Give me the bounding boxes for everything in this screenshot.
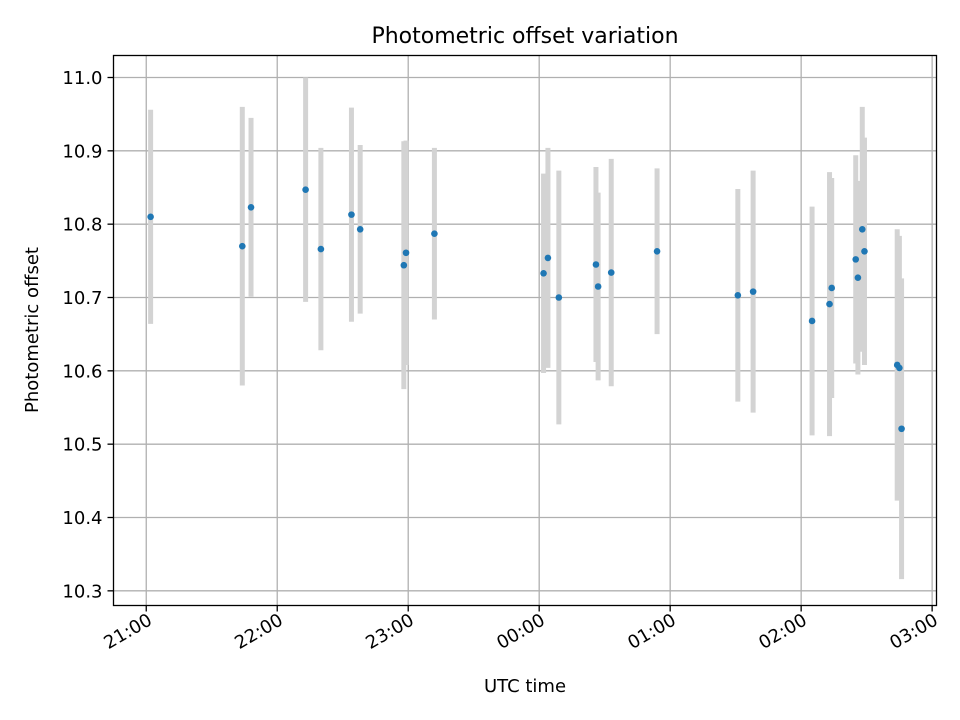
- data-point: [852, 256, 860, 263]
- data-point: [861, 248, 868, 255]
- data-point: [594, 283, 602, 290]
- data-point: [540, 270, 547, 277]
- x-tick-label: 22:00: [231, 610, 286, 654]
- y-tick-label: 10.9: [62, 141, 102, 162]
- data-point: [317, 245, 325, 253]
- data-point: [854, 274, 862, 282]
- y-tick-label: 10.6: [62, 361, 102, 382]
- data-point: [348, 211, 355, 218]
- chart-title: Photometric offset variation: [371, 24, 678, 49]
- y-axis-label: Photometric offset: [22, 247, 43, 413]
- x-axis-label: UTC time: [484, 676, 566, 697]
- y-tick-label: 10.8: [62, 215, 102, 236]
- data-point: [734, 292, 742, 299]
- data-point: [247, 204, 255, 211]
- data-point: [607, 269, 615, 276]
- x-tick-label: 23:00: [362, 610, 417, 654]
- x-tick-label: 00:00: [493, 610, 548, 654]
- x-tick-label: 03:00: [886, 610, 941, 654]
- y-tick-label: 11.0: [62, 68, 102, 89]
- y-tick-label: 10.5: [62, 435, 102, 456]
- data-point: [544, 254, 552, 262]
- x-tick-label: 21:00: [100, 610, 155, 654]
- data-point: [400, 261, 408, 269]
- data-point: [828, 284, 836, 292]
- data-point: [555, 294, 563, 301]
- data-point: [898, 425, 905, 433]
- data-point: [749, 288, 757, 295]
- y-tick-label: 10.7: [62, 288, 102, 309]
- data-point: [431, 230, 438, 237]
- data-point: [238, 242, 246, 250]
- errorbar-layer: [148, 77, 905, 580]
- data-point: [592, 261, 600, 268]
- data-point: [147, 213, 154, 221]
- y-tick-label: 10.3: [62, 581, 102, 602]
- data-point: [808, 317, 816, 325]
- plot-frame: [112, 54, 938, 607]
- data-point: [653, 248, 661, 255]
- data-point: [858, 226, 866, 233]
- grid-layer: [113, 55, 937, 606]
- point-layer: [147, 186, 905, 433]
- x-tick-label: 01:00: [624, 610, 679, 654]
- data-point: [826, 300, 833, 308]
- data-point: [302, 186, 309, 193]
- data-point: [896, 364, 903, 372]
- data-point: [356, 226, 364, 233]
- y-tick-label: 10.4: [62, 508, 102, 529]
- data-point: [402, 249, 410, 257]
- x-tick-label: 02:00: [755, 610, 810, 654]
